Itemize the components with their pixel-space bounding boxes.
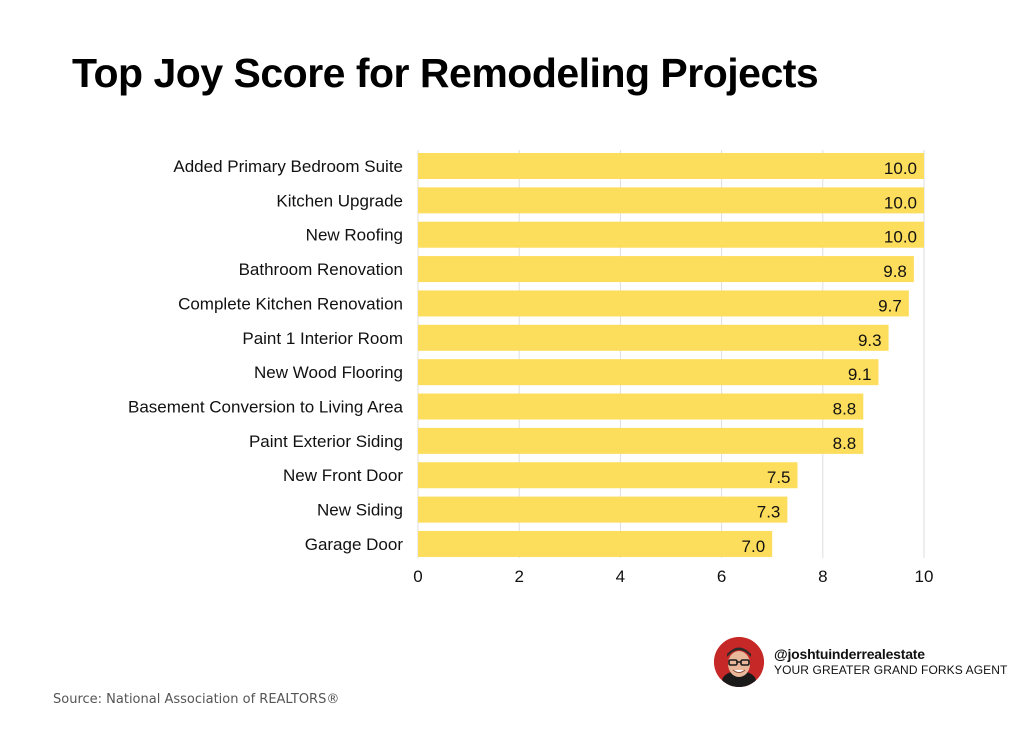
x-tick-label: 2 [514,567,523,586]
category-label: New Siding [317,501,403,520]
value-label: 9.8 [883,262,907,281]
value-label: 9.7 [878,296,902,315]
bar [418,256,914,283]
bar [418,530,773,557]
bars [418,153,924,557]
brand-handle: @joshtuinderrealestate [774,646,925,662]
bar [418,496,788,523]
category-label: Paint 1 Interior Room [242,329,403,348]
value-label: 7.0 [742,537,766,556]
bar [418,221,924,248]
grid-lines [417,150,925,558]
value-label: 10.0 [884,228,917,247]
bar-chart: Added Primary Bedroom Suite Kitchen Upgra… [128,150,933,586]
bar [418,324,889,351]
category-label: Bathroom Renovation [239,260,403,279]
value-label: 8.8 [833,434,857,453]
bar [418,427,864,454]
brand-tagline: YOUR GREATER GRAND FORKS AGENT [774,663,1008,677]
value-label: 7.3 [757,503,781,522]
source-note: Source: National Association of REALTORS… [53,692,340,707]
category-label: Basement Conversion to Living Area [128,398,404,417]
value-label: 10.0 [884,193,917,212]
category-label: Paint Exterior Siding [249,432,403,451]
x-axis-ticks: 0 2 4 6 8 10 [413,567,933,586]
bar [418,290,909,317]
bar [418,153,924,179]
avatar [714,637,764,687]
category-label: New Roofing [306,226,403,245]
x-tick-label: 6 [717,567,726,586]
value-label: 7.5 [767,468,791,487]
value-labels: 10.0 10.0 10.0 9.8 9.7 9.3 9.1 8.8 8.8 7.5 7.3 7.0 [742,159,917,556]
x-tick-label: 4 [616,567,625,586]
chart-title: Top Joy Score for Remodeling Projects [72,50,819,96]
category-label: Complete Kitchen Renovation [178,294,403,313]
category-label: Garage Door [305,535,404,554]
category-label: Added Primary Bedroom Suite [173,157,403,176]
bar [418,462,798,489]
value-label: 8.8 [833,400,857,419]
bar [418,359,879,386]
person-avatar-icon [714,637,764,687]
bar [418,393,864,420]
value-label: 9.3 [858,331,882,350]
x-tick-label: 0 [413,567,422,586]
category-label: New Front Door [283,466,403,485]
x-tick-label: 10 [915,567,934,586]
category-labels: Added Primary Bedroom Suite Kitchen Upgra… [128,157,404,554]
bar [418,187,924,214]
x-tick-label: 8 [818,567,827,586]
category-label: Kitchen Upgrade [276,191,403,210]
category-label: New Wood Flooring [254,363,403,382]
brand-badge: @joshtuinderrealestate YOUR GREATER GRAN… [714,637,1007,687]
value-label: 10.0 [884,159,917,178]
value-label: 9.1 [848,365,872,384]
